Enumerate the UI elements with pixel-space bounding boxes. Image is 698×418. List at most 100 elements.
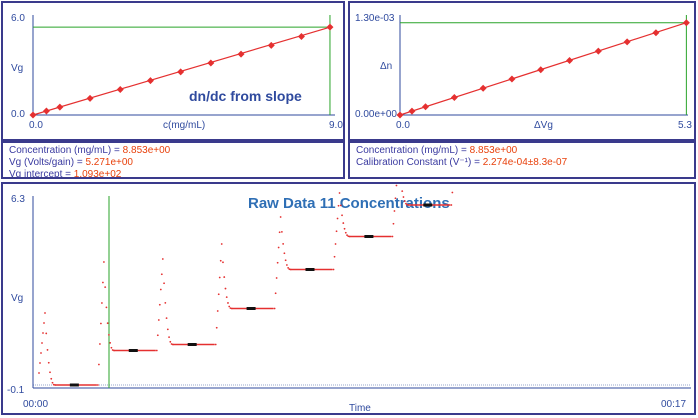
trace-dot <box>104 286 107 289</box>
data-point <box>682 19 690 27</box>
trace-dot <box>342 222 345 224</box>
trace-dot <box>101 302 103 304</box>
trace-dot <box>274 292 277 295</box>
trace-dot <box>334 243 337 245</box>
trace-dot <box>346 234 348 237</box>
trace-dot <box>215 326 218 329</box>
trace-dot <box>278 231 281 234</box>
trace-dot <box>402 196 405 198</box>
trace-dot <box>287 266 290 269</box>
xmax-label: 9.0 <box>329 120 343 131</box>
trace-dot <box>228 305 231 308</box>
trace-dot <box>103 261 105 263</box>
trace-dot <box>275 277 278 279</box>
trace-dot <box>40 352 42 354</box>
trace-dot <box>223 276 226 278</box>
trace-dot <box>284 259 287 262</box>
trace-dot <box>339 204 342 207</box>
average-marker <box>364 235 374 238</box>
xlabel: Time <box>349 403 371 413</box>
trace-dot <box>451 191 454 194</box>
trace-dot <box>46 349 49 351</box>
average-marker <box>187 343 197 346</box>
data-point <box>297 33 305 40</box>
trace-dot <box>39 362 41 364</box>
trace-dot <box>222 261 224 264</box>
ymax-label: 6.0 <box>11 13 25 24</box>
trace-dot <box>51 381 54 384</box>
trace-dot <box>218 276 221 279</box>
ymax-label: 1.30e-03 <box>355 13 395 24</box>
trace-dot <box>333 255 336 258</box>
average-marker <box>423 203 433 207</box>
trace-dot <box>160 273 163 276</box>
trace-dot <box>43 322 45 324</box>
info-concentration: Concentration (mg/mL) = 8.853e+00 <box>356 145 518 156</box>
data-point <box>422 103 430 111</box>
trace-dot <box>225 296 228 298</box>
average-marker <box>246 307 256 310</box>
data-point <box>594 47 602 55</box>
trace-dot <box>217 293 220 296</box>
trace-dot <box>273 307 276 310</box>
trace-dot <box>45 332 48 335</box>
trace-dot <box>285 264 288 266</box>
trace-dot <box>42 332 44 334</box>
raw-data-panel: Raw Data 11 Concentrations 6.3 -0.1 Vg 0… <box>1 84 696 415</box>
trace-dot <box>105 306 108 309</box>
data-point <box>42 107 50 115</box>
data-point <box>408 107 416 115</box>
trace-dot <box>394 197 397 200</box>
trace-dot <box>159 288 162 291</box>
trace-dot <box>282 243 285 245</box>
trace-dot <box>157 319 160 321</box>
trace-dot <box>108 333 110 336</box>
data-point <box>450 94 458 102</box>
trace-dot <box>166 328 169 331</box>
data-point <box>146 77 154 85</box>
data-point <box>396 111 404 119</box>
right-info-box: Concentration (mg/mL) = 8.853e+00 Calibr… <box>348 141 696 179</box>
trace-dot <box>50 377 53 380</box>
data-point <box>207 59 215 67</box>
trace-dot <box>100 322 102 325</box>
data-point <box>537 66 545 74</box>
trace-dot <box>338 192 341 194</box>
trace-dot <box>99 343 101 345</box>
xmin-label: 0.0 <box>29 120 43 131</box>
ymin-label: 0.0 <box>11 109 25 120</box>
trace-dot <box>336 217 339 220</box>
average-marker <box>305 268 315 271</box>
trace-dot <box>227 302 229 304</box>
trace-dot <box>341 214 343 217</box>
ylabel: Vg <box>11 293 23 304</box>
ymin-label: -0.1 <box>7 385 25 396</box>
trace-dot <box>156 334 159 337</box>
trace-dot <box>332 268 335 271</box>
trace-dot <box>165 317 168 319</box>
trace-dot <box>98 363 100 366</box>
data-point <box>267 41 275 49</box>
trace-dot <box>47 361 50 364</box>
trace-dot <box>158 303 161 306</box>
slope-annotation: dn/dc from slope <box>189 88 302 104</box>
trace-dot <box>393 210 396 212</box>
trace-dot <box>155 349 158 352</box>
trace-dot <box>392 222 395 225</box>
trace-dot <box>168 336 170 339</box>
trace-dot <box>161 258 164 260</box>
calibration-constant-panel: 1.30e-03 0.00e+00 Δn 0.0 5.3 ΔVg <box>348 1 696 141</box>
xmax-label: 00:17 <box>661 399 686 410</box>
left-info-box: Concentration (mg/mL) = 8.853e+00 Vg (Vo… <box>1 141 345 180</box>
calibration-plot-panel: 6.0 0.0 Vg 0.0 9.0 c(mg/mL) dn/dc from s… <box>1 1 345 141</box>
chart-title: Raw Data 11 Concentrations <box>248 195 450 212</box>
trace-dot <box>163 282 165 285</box>
data-point <box>479 84 487 92</box>
info-vg: Vg (Volts/gain) = 5.271e+00 <box>9 157 133 168</box>
trace-dot <box>216 310 219 312</box>
data-point <box>237 50 245 58</box>
xlabel: c(mg/mL) <box>163 120 205 131</box>
data-point <box>86 94 94 102</box>
trace-dot <box>44 312 46 314</box>
average-marker <box>69 383 79 387</box>
